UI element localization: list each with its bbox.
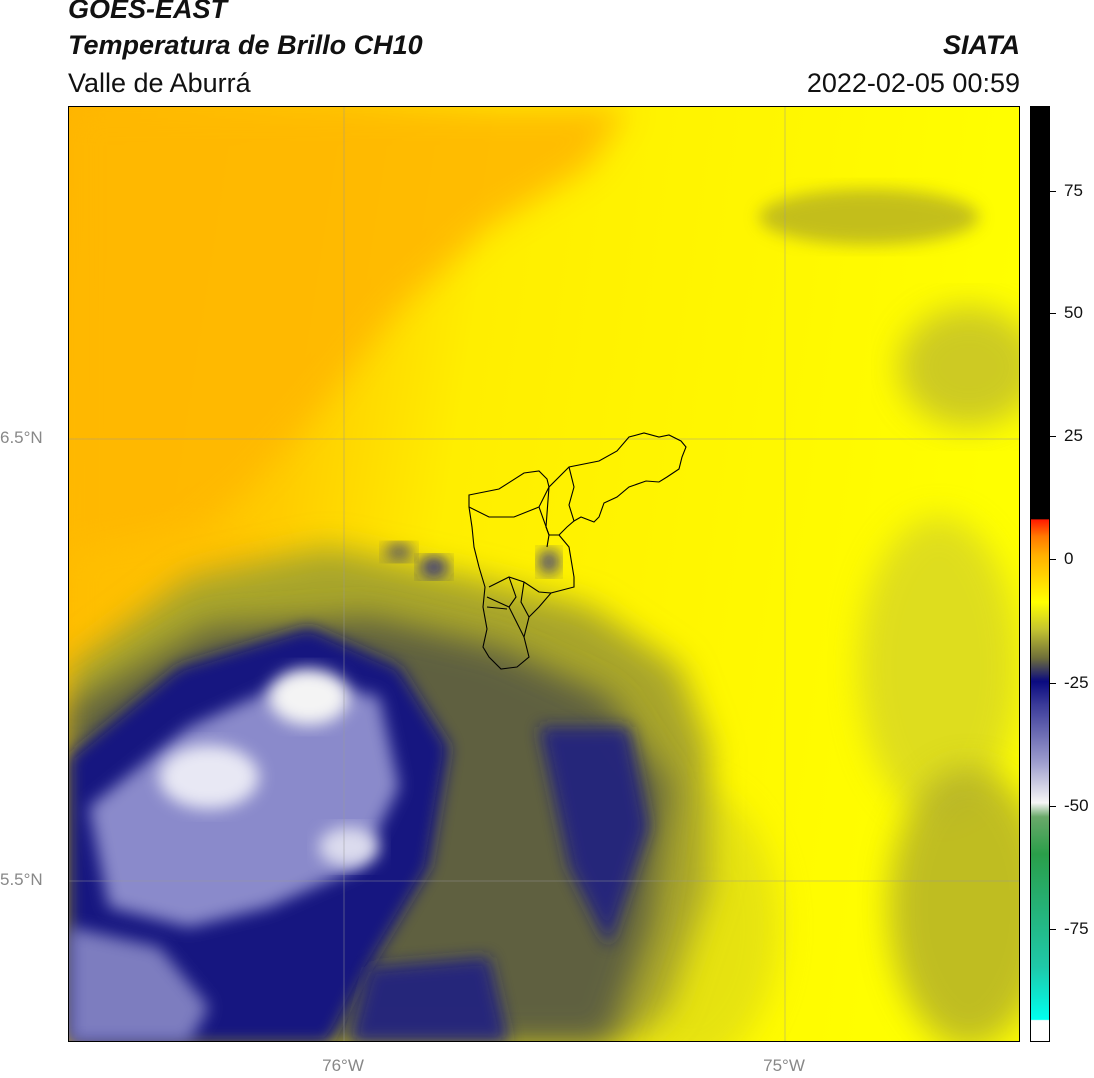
colorbar-tick (1050, 313, 1056, 314)
colorbar-tick (1050, 191, 1056, 192)
cell-2 (539, 550, 559, 574)
olive-patch-se (859, 517, 1019, 817)
lat-label-5-5: 5.5°N (0, 870, 43, 889)
colorbar-tick (1050, 929, 1056, 930)
orange-region (69, 107, 629, 577)
colorbar-label-75: 75 (1064, 181, 1083, 200)
colorbar-label-neg25: -25 (1064, 673, 1089, 692)
cloud-white-top-2 (159, 745, 259, 809)
colorbar-tick (1050, 559, 1056, 560)
colorbar-label-50: 50 (1064, 303, 1083, 322)
colorbar-tick (1050, 683, 1056, 684)
colorbar-tick (1050, 436, 1056, 437)
subtitle: Valle de Aburrá (68, 68, 251, 98)
cell-3 (385, 544, 413, 560)
timestamp: 2022-02-05 00:59 (806, 68, 1020, 98)
organization-label: SIATA (943, 30, 1020, 60)
colorbar-label-neg50: -50 (1064, 796, 1089, 815)
title-line-2: Temperatura de Brillo CH10 (68, 30, 423, 60)
colorbar-label-25: 25 (1064, 426, 1083, 445)
colorbar-gradient (1031, 107, 1049, 1041)
olive-patch-ne (759, 189, 979, 245)
lon-label-75: 75°W (763, 1056, 805, 1075)
cell-1 (420, 557, 448, 577)
lon-label-76: 76°W (322, 1056, 364, 1075)
cloud-white-top-3 (319, 827, 379, 867)
cloud-white-top-1 (269, 669, 349, 725)
colorbar (1030, 106, 1050, 1042)
map-panel[interactable] (68, 106, 1020, 1042)
cloud-navy-east (539, 727, 649, 947)
lat-label-6-5: 6.5°N (0, 428, 43, 447)
olive-patch-sw (889, 767, 1019, 1041)
valle-aburra-boundaries (468, 432, 687, 670)
title-line-1: GOES-EAST (68, 0, 228, 24)
map-canvas (69, 107, 1019, 1041)
colorbar-label-0: 0 (1064, 549, 1074, 568)
cloud-navy-south (349, 957, 509, 1041)
colorbar-tick (1050, 806, 1056, 807)
olive-patch-e (899, 307, 1019, 427)
cloud-lavender (89, 677, 399, 927)
colorbar-label-neg75: -75 (1064, 919, 1089, 938)
cloud-lavender-sw (69, 927, 209, 1041)
